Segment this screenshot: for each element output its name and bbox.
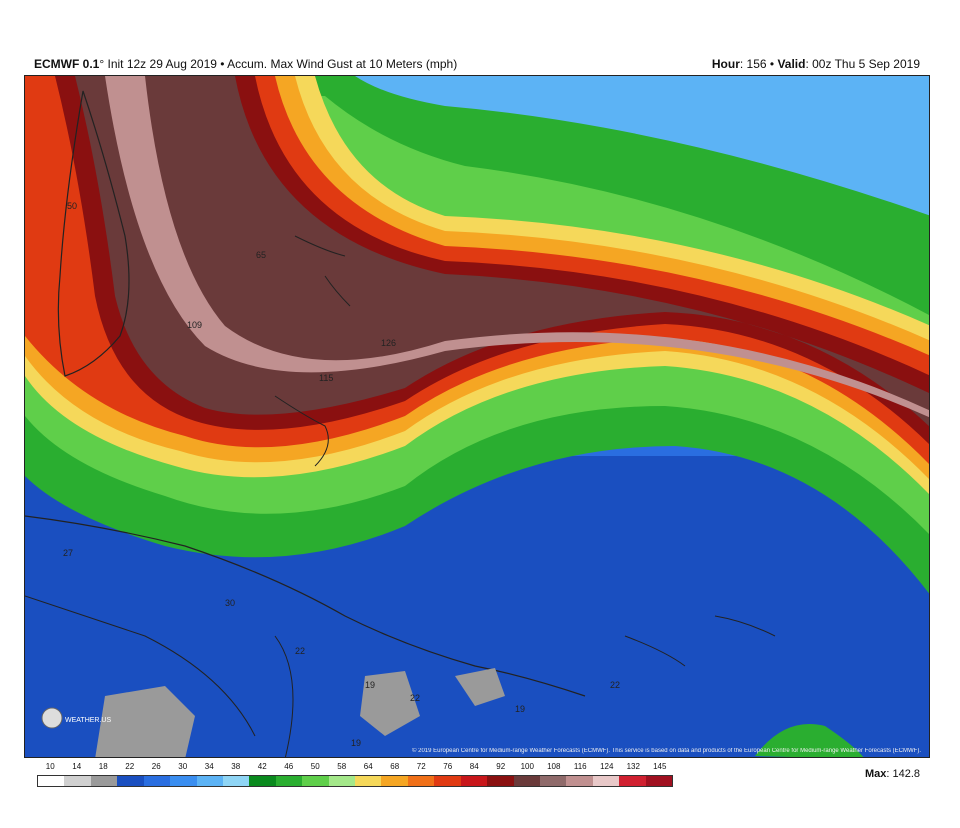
max-number: : 142.8 [886,768,920,780]
south-america-land [755,724,864,757]
colorbar-tick-label: 50 [310,762,320,771]
colorbar-tick-label: 34 [204,762,214,771]
colorbar-tick-label: 84 [469,762,479,771]
colorbar-tick-label: 42 [257,762,267,771]
colorbar-tick-label: 116 [573,762,587,771]
colorbar-tick-label: 58 [337,762,347,771]
max-value: Max: 142.8 [865,768,920,780]
north-light-band [25,76,929,256]
label-115: 115 [319,373,333,383]
colorbar-tick-label: 38 [231,762,241,771]
colorbar-tick-label: 72 [416,762,426,771]
colorbar-tick-label: 68 [390,762,400,771]
gray-patch-west [95,686,195,757]
colorbar-swatch [566,776,593,786]
colorbar-swatch [196,776,223,786]
label-19c: 19 [351,738,361,748]
map-title: ECMWF 0.1° Init 12z 29 Aug 2019 • Accum.… [34,57,457,71]
colorbar-swatch [460,776,488,786]
title-description: Init 12z 29 Aug 2019 • Accum. Max Wind G… [104,57,458,71]
label-22b: 22 [410,693,420,703]
colorbar-swatch [328,776,356,786]
label-19b: 19 [515,704,525,714]
wind-gust-map: 50 109 126 115 65 27 30 22 19 22 19 22 1… [24,75,930,758]
degree-mark: ° [99,57,105,71]
colorbar-tick-label: 92 [496,762,506,771]
bahamas-islands [274,235,351,467]
hour-label: Hour [711,57,740,71]
label-126: 126 [381,338,396,348]
colorbar-swatch [619,776,646,786]
pink-core [105,76,929,418]
label-22a: 22 [295,646,305,656]
colorbar-tick-label: 64 [363,762,373,771]
colorbar-swatch [592,776,620,786]
label-27: 27 [63,548,73,558]
colorbar-tick-label: 14 [72,762,82,771]
colorbar-tick-label: 22 [125,762,135,771]
lesser-antilles [624,615,776,667]
model-name: ECMWF 0.1 [34,57,100,71]
colorbar-tick-label: 18 [98,762,108,771]
hour-value: : 156 • [739,57,778,71]
colorbar-tick-label: 26 [151,762,161,771]
florida-coast [57,90,130,377]
map-canvas: 50 109 126 115 65 27 30 22 19 22 19 22 1… [25,76,929,757]
colorbar-swatch [355,776,382,786]
valid-value: : 00z Thu 5 Sep 2019 [805,57,920,71]
label-30: 30 [225,598,235,608]
central-america-coast [25,595,294,757]
label-22c: 22 [610,680,620,690]
colorbar-swatch [407,776,435,786]
colorbar-tick-label: 30 [178,762,188,771]
label-109: 109 [187,320,202,330]
logo-text: WEATHER.US [65,717,111,724]
gray-patch-east [455,668,505,706]
colorbar-swatch [143,776,171,786]
label-65: 65 [256,250,266,260]
weather-us-logo: WEATHER.US [41,707,111,729]
colorbar-tick-label: 10 [45,762,55,771]
colorbar-swatch [302,776,329,786]
colorbar-tick-label: 76 [443,762,453,771]
colorbar-tick-label: 145 [653,762,667,771]
colorbar-swatch [275,776,303,786]
valid-label: Valid [777,57,806,71]
gray-patch-center [360,671,420,736]
valid-time: Hour: 156 • Valid: 00z Thu 5 Sep 2019 [712,57,920,71]
colorbar-swatch [381,776,408,786]
colorbar-swatch [249,776,276,786]
colorbar-swatch [170,776,197,786]
colorbar-swatch [64,776,91,786]
colorbar-swatch [38,776,65,786]
colorbar-swatch [540,776,567,786]
colorbar-tick-label: 124 [600,762,614,771]
colorbar-tick-label: 46 [284,762,294,771]
colorbar-tick-labels: 10 14 18 22 26 30 34 38 42 46 50 58 64 68 72 76 84 92 100 1… [37,762,673,774]
colorbar-tick-label: 132 [626,762,640,771]
brown-band [75,76,929,427]
colorbar-tick-label: 100 [520,762,534,771]
label-50: 50 [67,201,77,211]
max-label: Max [864,768,887,780]
label-19a: 19 [365,680,375,690]
colorbar-tick-label: 108 [547,762,561,771]
colorbar [37,775,673,787]
colorbar-swatch [222,776,250,786]
colorbar-swatch [90,776,118,786]
colorbar-swatch [487,776,514,786]
colorbar-swatch [645,776,673,786]
colorbar-swatch [117,776,144,786]
cuba-hispaniola-coast [25,515,586,697]
copyright-notice: © 2019 European Centre for Medium-range … [412,748,921,754]
colorbar-swatch [513,776,541,786]
colorbar-swatch [434,776,461,786]
